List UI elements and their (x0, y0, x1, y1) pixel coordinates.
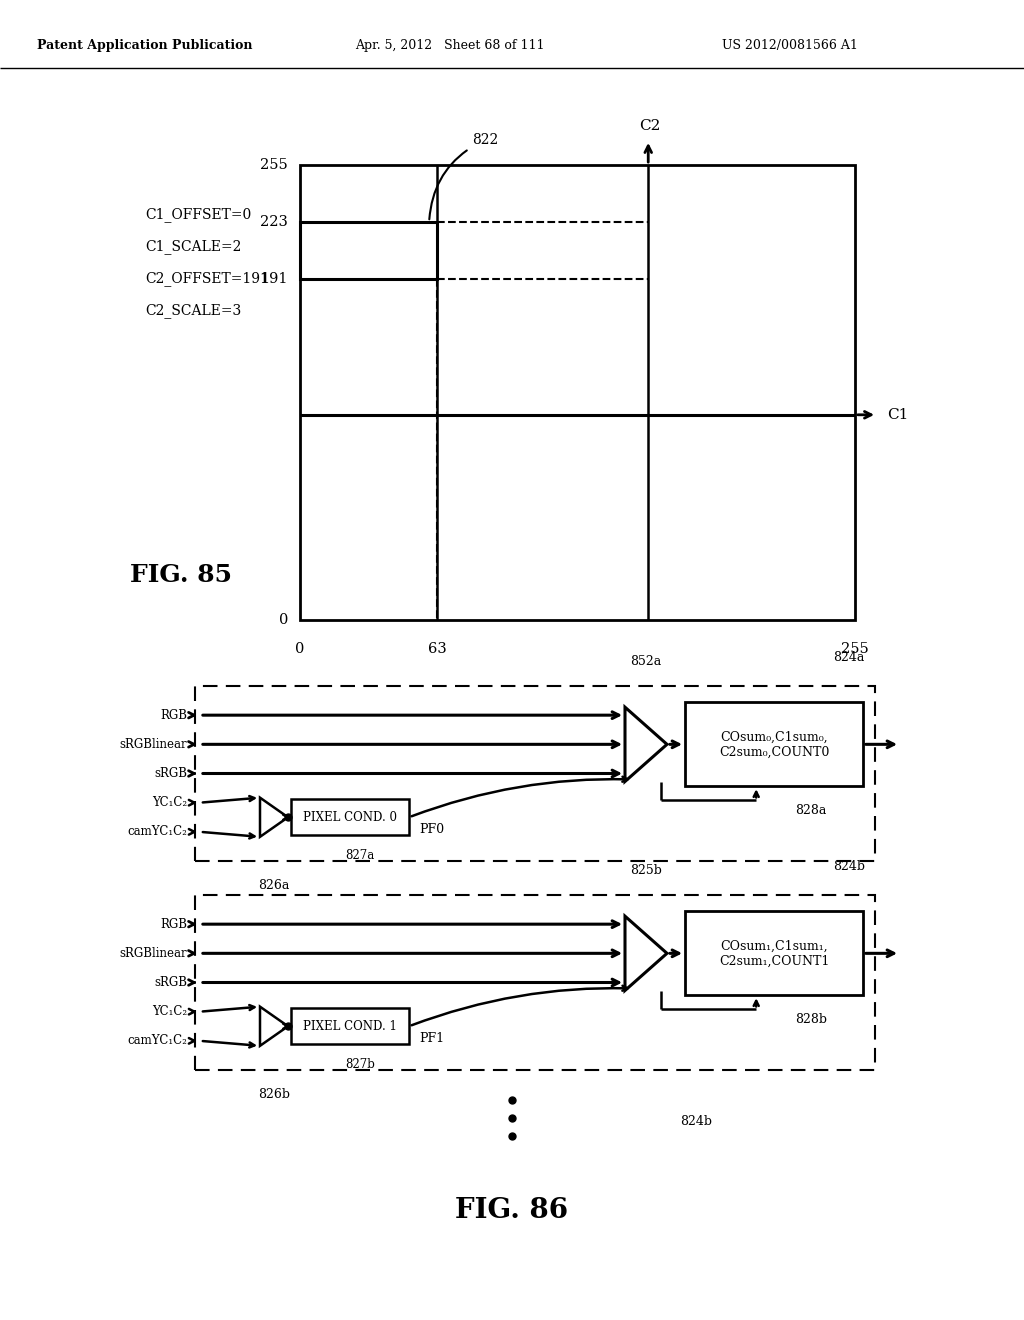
Text: 827b: 827b (345, 1059, 375, 1072)
Text: C2: C2 (640, 119, 660, 133)
Bar (300, 222, 437, 280)
Text: camYC₁C₂: camYC₁C₂ (127, 825, 187, 838)
Text: YC₁C₂: YC₁C₂ (152, 796, 187, 809)
Text: 824b: 824b (833, 861, 865, 873)
Bar (300, 165, 855, 620)
Text: 826a: 826a (258, 879, 290, 892)
Text: 826b: 826b (258, 1088, 290, 1101)
Bar (195, 686, 874, 861)
Text: 824a: 824a (834, 651, 865, 664)
Bar (195, 895, 874, 1071)
Text: RGB: RGB (160, 709, 187, 722)
Text: 0: 0 (279, 612, 288, 627)
Text: 255: 255 (260, 158, 288, 172)
Bar (291, 1008, 409, 1044)
Text: PF1: PF1 (419, 1032, 444, 1044)
Text: 191: 191 (260, 272, 288, 286)
Text: 822: 822 (429, 133, 498, 219)
Text: RGB: RGB (160, 917, 187, 931)
Text: Apr. 5, 2012   Sheet 68 of 111: Apr. 5, 2012 Sheet 68 of 111 (355, 38, 545, 51)
Text: 828a: 828a (796, 804, 827, 817)
Text: C1_OFFSET=0: C1_OFFSET=0 (145, 207, 251, 223)
Text: sRGBlinear: sRGBlinear (120, 946, 187, 960)
Text: 827a: 827a (345, 849, 375, 862)
Text: PF0: PF0 (419, 822, 444, 836)
Text: C1: C1 (887, 408, 908, 422)
Text: YC₁C₂: YC₁C₂ (152, 1005, 187, 1018)
Text: sRGBlinear: sRGBlinear (120, 738, 187, 751)
Text: camYC₁C₂: camYC₁C₂ (127, 1035, 187, 1047)
Bar (685, 702, 863, 787)
Text: C2_SCALE=3: C2_SCALE=3 (145, 304, 242, 318)
Text: sRGB: sRGB (154, 975, 187, 989)
Text: 255: 255 (841, 642, 869, 656)
Text: C2_OFFSET=191: C2_OFFSET=191 (145, 272, 269, 286)
Text: 852a: 852a (631, 655, 662, 668)
Text: COsum₀,C1sum₀,
C2sum₀,COUNT0: COsum₀,C1sum₀, C2sum₀,COUNT0 (719, 730, 829, 758)
Text: Patent Application Publication: Patent Application Publication (37, 38, 253, 51)
Text: 824b: 824b (680, 1115, 712, 1129)
Bar (291, 799, 409, 836)
Text: 0: 0 (295, 642, 305, 656)
Text: COsum₁,C1sum₁,
C2sum₁,COUNT1: COsum₁,C1sum₁, C2sum₁,COUNT1 (719, 940, 829, 968)
Text: FIG. 85: FIG. 85 (130, 564, 232, 587)
Text: 828b: 828b (796, 1014, 827, 1027)
Text: 63: 63 (428, 642, 446, 656)
Text: PIXEL COND. 1: PIXEL COND. 1 (303, 1020, 397, 1032)
Text: sRGB: sRGB (154, 767, 187, 780)
Text: US 2012/0081566 A1: US 2012/0081566 A1 (722, 38, 858, 51)
Text: PIXEL COND. 0: PIXEL COND. 0 (303, 810, 397, 824)
Bar (685, 911, 863, 995)
Text: 825b: 825b (630, 865, 662, 876)
Text: FIG. 86: FIG. 86 (456, 1196, 568, 1224)
Text: 223: 223 (260, 215, 288, 230)
Text: C1_SCALE=2: C1_SCALE=2 (145, 239, 242, 255)
